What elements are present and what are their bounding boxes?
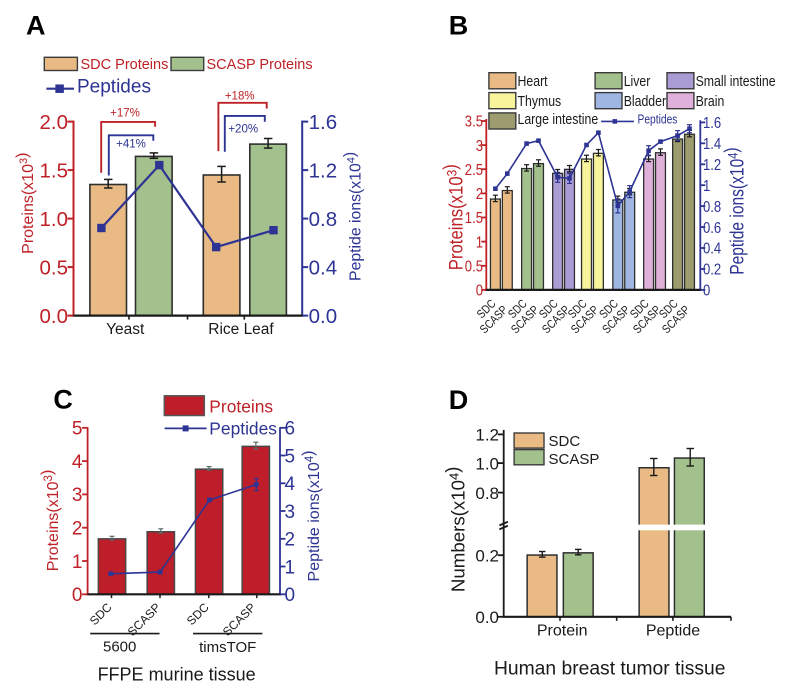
svg-text:Proteins(x103): Proteins(x103) [14, 153, 37, 254]
svg-text:Proteins(x103): Proteins(x103) [39, 470, 62, 572]
svg-text:+41%: +41% [116, 139, 146, 151]
svg-text:1: 1 [476, 234, 483, 251]
svg-text:2: 2 [72, 519, 83, 540]
svg-text:2.0: 2.0 [40, 111, 69, 134]
svg-text:0.0: 0.0 [309, 305, 338, 328]
svg-text:Peptide: Peptide [646, 623, 700, 640]
svg-text:Yeast: Yeast [106, 321, 145, 338]
svg-text:1.2: 1.2 [309, 159, 338, 182]
svg-text:2.5: 2.5 [465, 162, 483, 179]
svg-text:0.4: 0.4 [703, 241, 721, 258]
svg-text:SCASP Proteins: SCASP Proteins [207, 57, 313, 73]
svg-text:1: 1 [703, 178, 710, 195]
svg-text:Protein: Protein [537, 623, 588, 640]
svg-text:0: 0 [72, 585, 83, 606]
svg-text:5600: 5600 [103, 639, 136, 656]
svg-text:+17%: +17% [110, 108, 140, 120]
svg-text:+20%: +20% [228, 124, 258, 136]
svg-text:Human breast tumor tissue: Human breast tumor tissue [494, 658, 725, 679]
svg-text:3: 3 [72, 485, 83, 506]
svg-text:1.6: 1.6 [309, 111, 338, 134]
svg-text:Peptides: Peptides [209, 419, 277, 439]
svg-text:FFPE murine tissue: FFPE murine tissue [98, 664, 256, 684]
svg-text:1.5: 1.5 [465, 210, 483, 227]
svg-text:0: 0 [703, 283, 710, 300]
svg-text:SDC Proteins: SDC Proteins [81, 57, 169, 73]
svg-text:1.6: 1.6 [703, 115, 721, 132]
svg-text:0.0: 0.0 [40, 305, 69, 328]
svg-text:Proteins: Proteins [209, 397, 273, 417]
svg-text:A: A [26, 11, 46, 41]
svg-text:5: 5 [285, 446, 296, 467]
svg-text:Peptides: Peptides [77, 77, 151, 98]
svg-text:0.6: 0.6 [703, 220, 721, 237]
svg-text:4: 4 [285, 474, 296, 495]
svg-text:6: 6 [285, 419, 296, 440]
svg-text:SDC: SDC [549, 433, 581, 450]
svg-text:2: 2 [285, 530, 296, 551]
svg-text:SCASP: SCASP [549, 451, 600, 468]
svg-text:0.8: 0.8 [475, 484, 499, 503]
svg-text:3: 3 [476, 138, 483, 155]
svg-text:Large intestine: Large intestine [518, 111, 599, 128]
svg-text:0.5: 0.5 [465, 259, 483, 276]
svg-text:1.0: 1.0 [475, 454, 499, 473]
svg-text:Liver: Liver [624, 73, 651, 90]
svg-text:Small intestine: Small intestine [696, 73, 776, 90]
svg-text:1: 1 [285, 557, 296, 578]
svg-text:Bladder: Bladder [624, 93, 666, 110]
svg-text:0.5: 0.5 [40, 256, 69, 279]
svg-text:1.5: 1.5 [40, 159, 69, 182]
svg-text:Peptide ions(x104): Peptide ions(x104) [300, 451, 323, 582]
svg-text:0.4: 0.4 [309, 256, 338, 279]
svg-text:Rice Leaf: Rice Leaf [208, 321, 274, 338]
svg-text:Peptide ions(x104): Peptide ions(x104) [342, 152, 365, 281]
svg-text:timsTOF: timsTOF [199, 639, 256, 656]
svg-text:0: 0 [476, 283, 483, 300]
svg-text:3: 3 [285, 502, 296, 523]
svg-text:1.2: 1.2 [475, 426, 499, 445]
svg-text:1.2: 1.2 [703, 157, 721, 174]
svg-text:0.2: 0.2 [703, 262, 721, 279]
svg-text:Thymus: Thymus [518, 93, 562, 110]
svg-text:Heart: Heart [518, 73, 549, 90]
svg-text:1: 1 [72, 552, 83, 573]
svg-text:0.2: 0.2 [475, 546, 499, 565]
svg-text:1.4: 1.4 [703, 136, 721, 153]
svg-text:+18%: +18% [225, 91, 255, 103]
svg-text:0.0: 0.0 [475, 608, 499, 627]
svg-text:D: D [449, 385, 469, 415]
svg-text:Brain: Brain [696, 93, 725, 110]
svg-text:3.5: 3.5 [465, 114, 483, 131]
svg-text:0: 0 [285, 585, 296, 606]
svg-text:1.0: 1.0 [40, 208, 69, 231]
svg-text:5: 5 [72, 419, 83, 440]
svg-text:B: B [449, 10, 469, 40]
svg-text:0.8: 0.8 [309, 208, 338, 231]
svg-text:2: 2 [476, 186, 483, 203]
svg-text:Peptides: Peptides [638, 113, 678, 127]
svg-text:4: 4 [72, 452, 83, 473]
svg-text:C: C [53, 385, 73, 415]
svg-text:0.8: 0.8 [703, 199, 721, 216]
